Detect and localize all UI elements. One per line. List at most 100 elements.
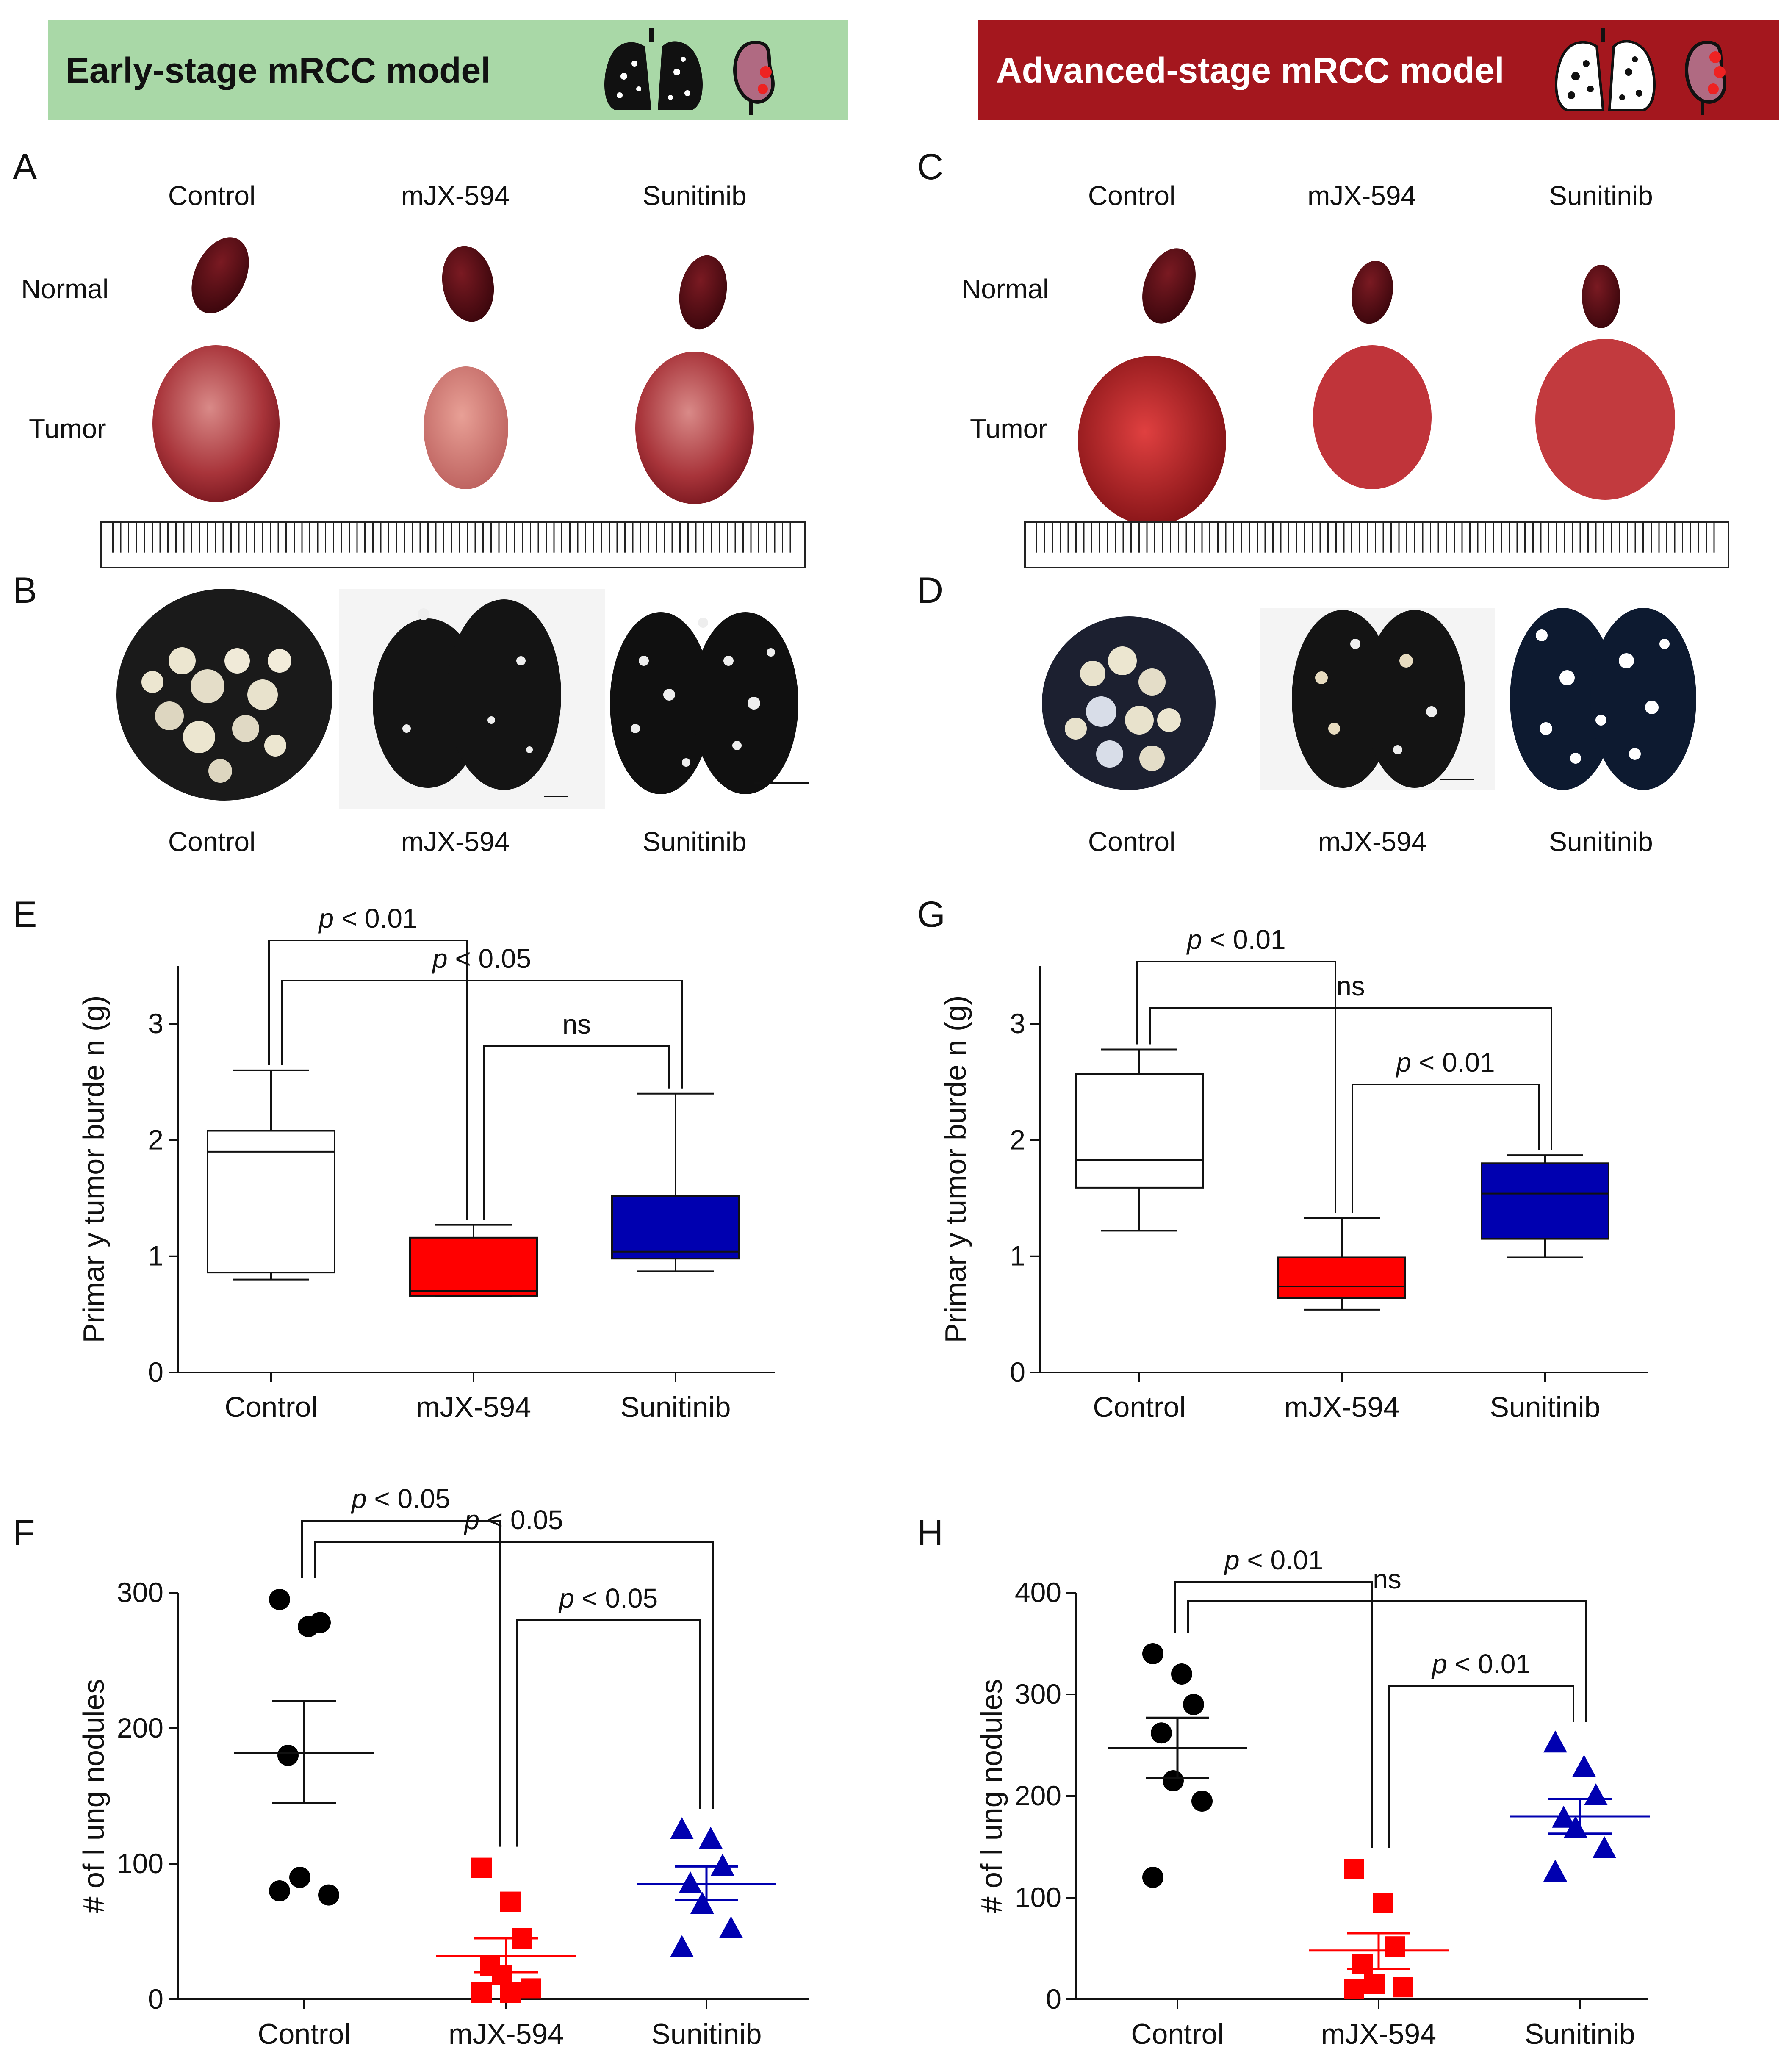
f-y-tick-label: 100 xyxy=(117,1848,163,1879)
c-caption-sunitinib: Sunitinib xyxy=(1549,180,1653,211)
h-significance-label: p < 0.01 xyxy=(1431,1649,1531,1679)
h-y-tick-label: 200 xyxy=(1015,1780,1061,1811)
g-box-0 xyxy=(1075,1073,1204,1189)
e-significance-label: ns xyxy=(562,1009,591,1039)
h-p-symbol: p xyxy=(1224,1545,1240,1575)
kidney-normal-mjx-adv xyxy=(1351,261,1393,324)
f-point xyxy=(289,1867,310,1888)
h-p-value: < 0.01 xyxy=(1240,1545,1324,1575)
panel-letter-f: F xyxy=(13,1513,35,1553)
e-y-tick-label: 0 xyxy=(148,1356,163,1388)
b-caption-sunitinib: Sunitinib xyxy=(643,826,747,857)
kidney-normal-mjx xyxy=(442,246,494,322)
h-p-value: < 0.01 xyxy=(1447,1649,1531,1679)
e-x-tick-label: mJX-594 xyxy=(416,1391,531,1423)
f-point xyxy=(670,1817,694,1839)
banner-early-stage: Early-stage mRCC model xyxy=(48,20,848,120)
f-significance-bracket xyxy=(314,1541,714,1809)
kidney-normal-control-adv xyxy=(1142,248,1196,324)
banner-advanced-stage: Advanced-stage mRCC model xyxy=(978,20,1779,120)
f-significance-label: p < 0.05 xyxy=(558,1583,658,1613)
h-point xyxy=(1183,1694,1204,1715)
e-y-tick-label: 2 xyxy=(148,1124,163,1155)
h-significance-label: p < 0.01 xyxy=(1224,1545,1323,1575)
f-p-value: < 0.05 xyxy=(367,1483,451,1514)
kidney-tumor-mjx-adv xyxy=(1313,345,1432,489)
f-y-tick-label: 300 xyxy=(117,1577,163,1608)
g-p-symbol: p xyxy=(1186,924,1202,955)
b-caption-control: Control xyxy=(168,826,256,857)
f-x-tick-label: mJX-594 xyxy=(449,2018,564,2050)
h-point xyxy=(1344,1979,1364,1999)
g-significance-label: p < 0.01 xyxy=(1186,924,1285,955)
f-point xyxy=(679,1871,702,1893)
g-significance-label: ns xyxy=(1336,971,1365,1001)
a-caption-sunitinib: Sunitinib xyxy=(643,180,747,211)
a-row-tumor: Tumor xyxy=(29,413,106,444)
d-caption-control: Control xyxy=(1088,826,1176,857)
kidney-tumor-mjx xyxy=(424,366,508,489)
e-y-tick-label: 1 xyxy=(148,1240,163,1272)
d-caption-sunitinib: Sunitinib xyxy=(1549,826,1653,857)
f-point xyxy=(719,1916,743,1938)
e-p-value: ns xyxy=(562,1009,591,1039)
g-box-1 xyxy=(1277,1256,1406,1299)
h-point xyxy=(1543,1860,1567,1882)
e-box-2 xyxy=(611,1195,740,1260)
g-x-tick-label: Sunitinib xyxy=(1490,1391,1601,1423)
h-point xyxy=(1373,1893,1393,1913)
e-significance-bracket xyxy=(268,940,468,1220)
a-caption-control: Control xyxy=(168,180,256,211)
e-box-1 xyxy=(409,1236,538,1297)
h-point xyxy=(1142,1867,1163,1888)
panel-letter-h: H xyxy=(917,1513,944,1553)
g-x-tick-label: mJX-594 xyxy=(1284,1391,1399,1423)
c-caption-mjx: mJX-594 xyxy=(1307,180,1416,211)
f-point xyxy=(670,1935,694,1957)
kidney-tumor-sunitinib-adv xyxy=(1535,339,1675,500)
f-point xyxy=(471,1857,492,1878)
f-p-symbol: p xyxy=(463,1505,479,1535)
a-caption-mjx: mJX-594 xyxy=(401,180,510,211)
kidney-normal-sunitinib xyxy=(679,255,727,330)
g-y-tick-label: 1 xyxy=(1010,1240,1025,1272)
h-point xyxy=(1393,1977,1413,1998)
b-caption-mjx: mJX-594 xyxy=(401,826,510,857)
f-point xyxy=(492,1965,512,1985)
ruler-scale-c xyxy=(1024,521,1729,568)
h-point xyxy=(1344,1859,1364,1879)
h-point xyxy=(1385,1936,1405,1957)
g-x-tick-label: Control xyxy=(1093,1391,1185,1423)
kidney-tumor-control-adv xyxy=(1078,356,1226,525)
h-y-tick-label: 100 xyxy=(1015,1882,1061,1913)
h-significance-bracket xyxy=(1174,1581,1373,1848)
h-x-tick-label: mJX-594 xyxy=(1321,2018,1436,2050)
h-point xyxy=(1191,1791,1213,1812)
f-p-value: < 0.05 xyxy=(479,1505,563,1535)
lung-kidney-icon xyxy=(1555,28,1726,115)
e-significance-label: p < 0.05 xyxy=(432,943,531,974)
g-significance-bracket xyxy=(1352,1084,1540,1213)
kidney-normal-sunitinib-adv xyxy=(1582,265,1620,328)
f-y-tick-label: 0 xyxy=(148,1983,163,2015)
h-point xyxy=(1171,1663,1192,1685)
banner-early-title: Early-stage mRCC model xyxy=(66,50,491,90)
f-x-tick-label: Sunitinib xyxy=(651,2018,762,2050)
f-point xyxy=(711,1854,734,1876)
e-y-tick-label: 3 xyxy=(148,1008,163,1039)
g-box-2 xyxy=(1481,1162,1609,1240)
h-point xyxy=(1543,1730,1567,1753)
lung-photo-control-adv xyxy=(1042,616,1216,790)
f-significance-label: p < 0.05 xyxy=(351,1483,450,1514)
f-point xyxy=(521,1978,541,1999)
f-p-value: < 0.05 xyxy=(574,1583,658,1613)
panel-letter-c: C xyxy=(917,147,944,187)
h-point xyxy=(1564,1816,1587,1838)
f-significance-bracket xyxy=(301,1520,501,1847)
panel-letter-d: D xyxy=(917,570,944,611)
f-p-symbol: p xyxy=(558,1583,574,1613)
g-p-value: ns xyxy=(1336,971,1365,1001)
g-y-axis-label: Primar y tumor burde n (g) xyxy=(939,995,972,1343)
h-point xyxy=(1364,1974,1385,1994)
h-point xyxy=(1593,1836,1616,1858)
